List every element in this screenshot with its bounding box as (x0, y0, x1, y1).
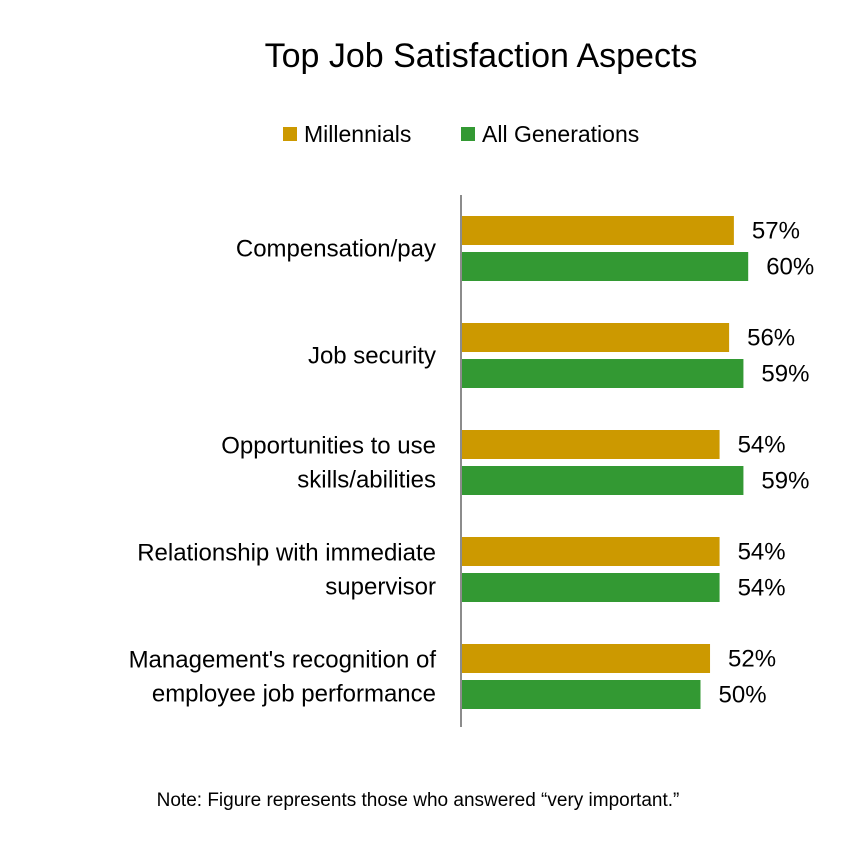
value-labels: 57% 60% 56% 59% 54% 59% 54% 54% 52% 50% (719, 218, 815, 709)
value-label: 54% (738, 539, 786, 566)
value-label: 56% (747, 325, 795, 352)
category-label: Opportunities to use (221, 433, 436, 460)
category-label: supervisor (325, 574, 436, 601)
chart-title: Top Job Satisfaction Aspects (265, 37, 698, 75)
legend-label-all-generations: All Generations (482, 121, 639, 147)
bar-millennials-1 (462, 323, 730, 352)
value-label: 60% (766, 254, 814, 281)
legend-swatch-millennials (283, 127, 297, 141)
category-label: Relationship with immediate (137, 540, 436, 567)
bar-millennials-4 (462, 644, 711, 673)
value-label: 59% (761, 361, 809, 388)
value-label: 57% (752, 218, 800, 245)
bar-millennials-0 (462, 216, 734, 245)
value-label: 54% (738, 575, 786, 602)
bar-all-generations-3 (462, 573, 720, 602)
legend-label-millennials: Millennials (304, 121, 411, 147)
bars (462, 216, 749, 709)
value-label: 59% (761, 468, 809, 495)
category-label: skills/abilities (297, 467, 436, 494)
footnote: Note: Figure represents those who answer… (157, 790, 680, 811)
value-label: 52% (728, 646, 776, 673)
bar-all-generations-2 (462, 466, 744, 495)
legend: Millennials All Generations (283, 121, 639, 147)
category-label: Management's recognition of (129, 647, 437, 674)
bar-millennials-3 (462, 537, 720, 566)
category-labels: Compensation/pay Job security Opportunitie… (129, 236, 437, 708)
category-label: Job security (308, 343, 436, 370)
legend-swatch-all-generations (461, 127, 475, 141)
category-label: Compensation/pay (236, 236, 436, 263)
bar-all-generations-4 (462, 680, 701, 709)
value-label: 50% (719, 682, 767, 709)
category-label: employee job performance (152, 681, 436, 708)
value-label: 54% (738, 432, 786, 459)
bar-all-generations-0 (462, 252, 749, 281)
bar-millennials-2 (462, 430, 720, 459)
bar-all-generations-1 (462, 359, 744, 388)
